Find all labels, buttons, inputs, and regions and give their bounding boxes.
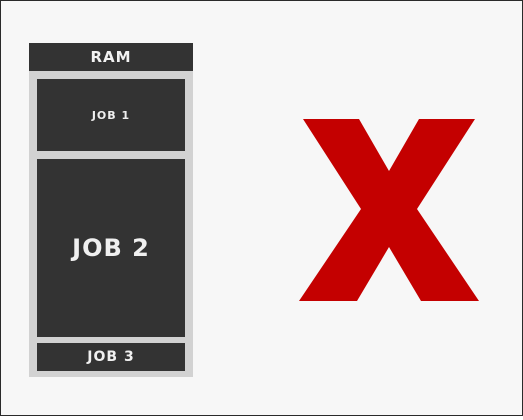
job-block-1: JOB 1	[37, 79, 185, 151]
cross-icon	[299, 119, 479, 301]
cross-shape	[299, 119, 479, 301]
job-block-3: JOB 3	[37, 343, 185, 371]
ram-header: RAM	[29, 43, 193, 71]
ram-memory-column: JOB 1 JOB 2 JOB 3	[29, 71, 193, 377]
job-block-2: JOB 2	[37, 159, 185, 337]
